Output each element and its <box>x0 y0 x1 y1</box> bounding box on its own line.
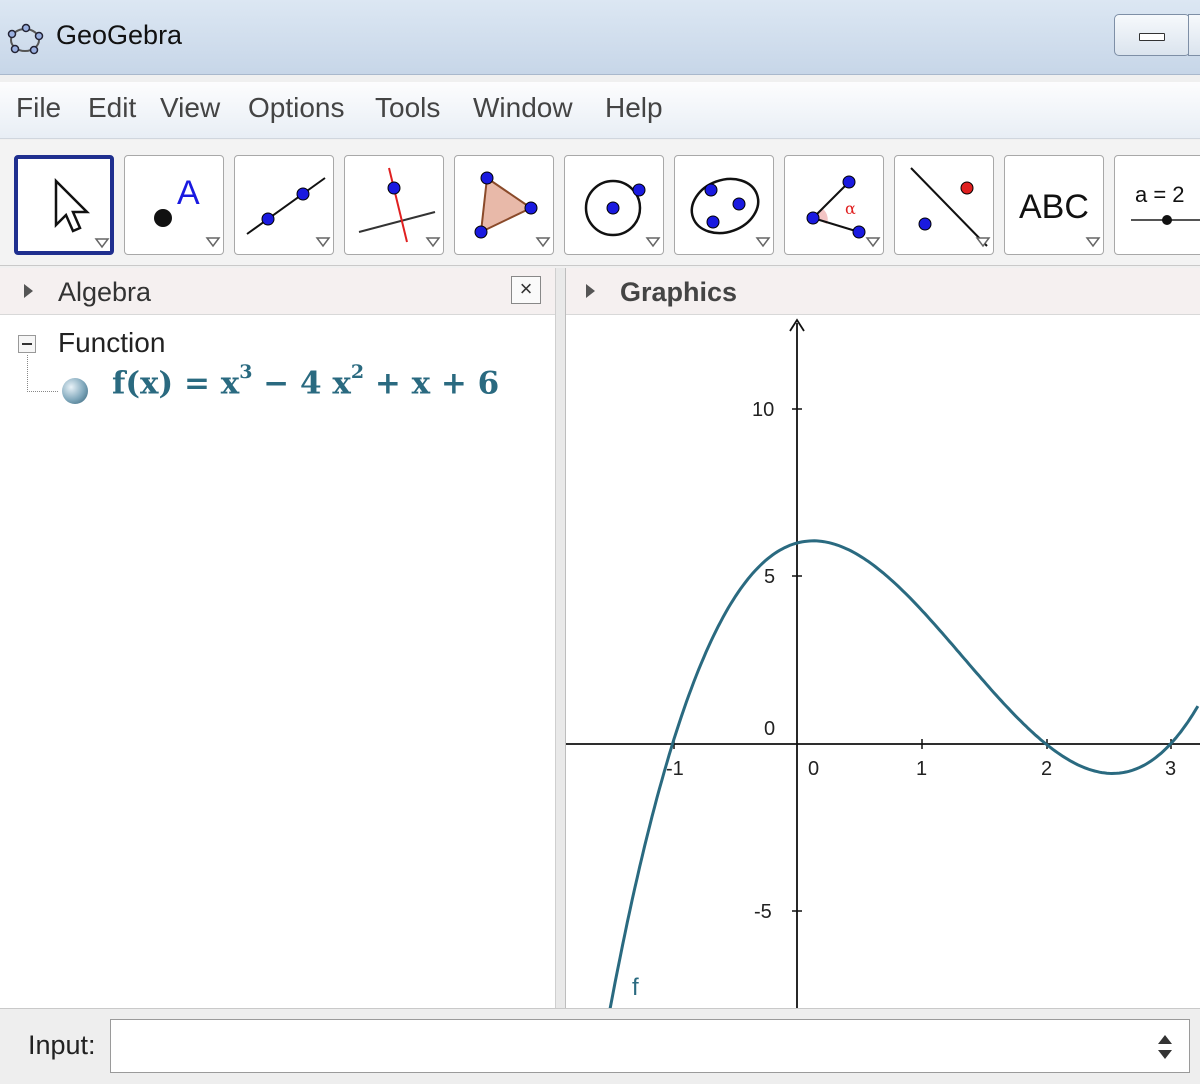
y-axis-arrow-icon <box>789 318 805 332</box>
move-tool-icon <box>54 177 110 249</box>
circle-tool-button[interactable] <box>564 155 664 255</box>
angle-tool-button[interactable]: α <box>784 155 884 255</box>
new-point-tool-button[interactable]: A <box>124 155 224 255</box>
x-tick-label: 1 <box>916 758 927 780</box>
tree-connector <box>27 355 58 392</box>
minimize-button[interactable] <box>1114 14 1190 56</box>
menu-help[interactable]: Help <box>605 92 663 123</box>
svg-text:a = 2: a = 2 <box>1135 182 1185 207</box>
panel-toggle-triangle-icon[interactable] <box>24 284 33 298</box>
circle-center-point-tool-icon <box>584 179 661 248</box>
menu-file[interactable]: File <box>16 92 62 123</box>
line-tool-button[interactable] <box>234 155 334 255</box>
function-definition[interactable]: f(x) = x3 − 4 x2 + x + 6 <box>112 361 500 402</box>
insert-text-tool-button[interactable]: ABC <box>1004 155 1104 255</box>
minimize-icon <box>1139 33 1165 41</box>
y-tick-label: 10 <box>752 399 774 421</box>
graphics-panel-title: Graphics <box>620 277 738 307</box>
collapse-toggle-icon[interactable] <box>18 335 36 353</box>
svg-text:α: α <box>845 199 856 218</box>
angle-tool-icon: α <box>806 175 881 248</box>
visibility-toggle-icon[interactable] <box>62 378 88 404</box>
slider-tool-button[interactable]: a = 2 <box>1114 155 1200 255</box>
input-bar: Input: <box>0 1008 1200 1084</box>
x-tick-label: 3 <box>1165 758 1176 780</box>
window-title: GeoGebra <box>56 20 183 50</box>
slider-tool-icon: a = 2 <box>1131 182 1200 225</box>
input-label: Input: <box>28 1030 96 1060</box>
graph-canvas[interactable]: -1 0 1 2 3 10 5 0 -5 f <box>566 315 1200 1008</box>
panel-toggle-triangle-icon[interactable] <box>586 284 595 298</box>
svg-text:A: A <box>177 174 200 212</box>
geogebra-logo-icon <box>7 23 44 55</box>
menu-window[interactable]: Window <box>473 92 573 123</box>
algebra-panel-header: Algebra × <box>0 268 555 315</box>
conic-through-five-points-tool-icon <box>690 177 771 248</box>
close-algebra-button[interactable]: × <box>511 276 541 304</box>
graphics-view[interactable]: -1 0 1 2 3 10 5 0 -5 f <box>566 315 1200 1008</box>
y-tick-label: 5 <box>764 566 775 588</box>
polygon-tool-icon <box>474 171 551 248</box>
insert-text-tool-icon: ABC <box>1019 188 1101 248</box>
menu-options[interactable]: Options <box>248 92 345 123</box>
conic-tool-button[interactable] <box>674 155 774 255</box>
menu-view[interactable]: View <box>160 92 221 123</box>
polygon-tool-button[interactable] <box>454 155 554 255</box>
category-label: Function <box>58 327 166 358</box>
menu-bar: File Edit View Options Tools Window Help <box>0 82 1200 139</box>
menu-edit[interactable]: Edit <box>88 92 137 123</box>
x-tick-label: 2 <box>1041 758 1052 780</box>
view-splitter[interactable] <box>555 268 566 1008</box>
function-curve[interactable] <box>608 539 1200 1008</box>
perpendicular-line-tool-button[interactable] <box>344 155 444 255</box>
perpendicular-line-tool-icon <box>358 167 441 248</box>
line-through-two-points-tool-icon <box>246 177 331 248</box>
algebra-view: Function f(x) = x3 − 4 x2 + x + 6 <box>0 315 555 1008</box>
menu-tools[interactable]: Tools <box>375 92 441 123</box>
maximize-button[interactable] <box>1188 14 1200 56</box>
algebra-panel-title: Algebra <box>58 277 152 307</box>
graphics-panel-header: Graphics <box>566 268 1200 315</box>
reflect-about-line-tool-icon <box>910 167 991 248</box>
title-bar: GeoGebra <box>0 0 1200 75</box>
new-point-tool-icon: A <box>154 174 221 248</box>
toolbar: A <box>0 140 1200 266</box>
y-tick-label: -5 <box>754 901 772 923</box>
input-field[interactable] <box>110 1019 1190 1073</box>
x-tick-label: 0 <box>808 758 819 780</box>
x-tick-label: -1 <box>666 758 684 780</box>
function-label[interactable]: f <box>632 974 639 1001</box>
input-history-arrows-icon[interactable] <box>1154 1031 1176 1063</box>
y-tick-label: 0 <box>764 718 775 740</box>
reflect-tool-button[interactable] <box>894 155 994 255</box>
svg-text:ABC: ABC <box>1019 188 1089 226</box>
move-tool-button[interactable] <box>14 155 114 255</box>
